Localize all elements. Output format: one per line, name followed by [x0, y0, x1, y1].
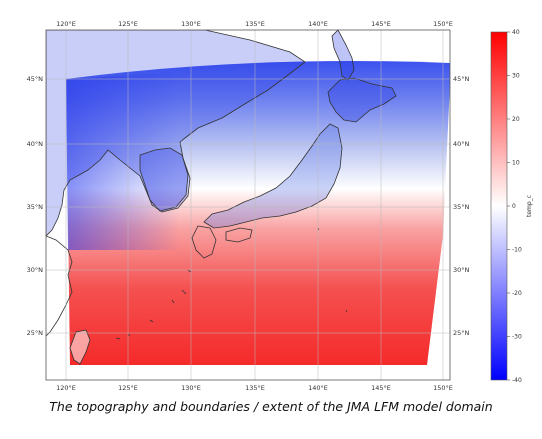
lon-label-top: 135°E [245, 20, 265, 28]
colorbar-tick-label: 10 [512, 160, 520, 167]
lat-label-left: 45°N [27, 75, 44, 83]
lon-label-top: 150°E [433, 20, 453, 28]
hokkaido-coastline [327, 77, 397, 123]
lon-label-bottom: 130°E [181, 384, 201, 392]
korea-coastline [139, 147, 189, 212]
lat-labels-right: 45°N 40°N 35°N 30°N 25°N [453, 75, 470, 337]
colorbar-ramp [490, 31, 508, 381]
lon-label-bottom: 120°E [56, 384, 76, 392]
lon-labels-bottom: 120°E 125°E 130°E 135°E 140°E 145°E 150°E [56, 384, 453, 392]
colorbar-tick-label: 40 [512, 29, 520, 36]
map-plot-area [46, 30, 450, 365]
lon-label-top: 125°E [118, 20, 138, 28]
colorbar-tick-label: -20 [512, 290, 522, 297]
lon-label-top: 130°E [181, 20, 201, 28]
sakhalin-coastline [331, 30, 355, 81]
lat-label-right: 35°N [453, 203, 470, 211]
colorbar-tick-label: 30 [512, 73, 520, 80]
colorbar-label: temp_c [526, 195, 533, 217]
lat-label-right: 25°N [453, 329, 470, 337]
map-frame [45, 29, 451, 381]
colorbar-tick-label: -30 [512, 334, 522, 341]
lat-label-left: 35°N [27, 203, 44, 211]
kyushu-coastline [191, 225, 217, 259]
lat-label-right: 30°N [453, 266, 470, 274]
taiwan-coastline [69, 329, 91, 365]
lon-label-bottom: 140°E [308, 384, 328, 392]
colorbar-tick-label: -40 [512, 377, 522, 384]
colorbar-ticks: 40 30 20 10 0 -10 -20 -30 -40 [507, 29, 522, 384]
colorbar-tick-label: 0 [512, 203, 516, 210]
gridlines [46, 30, 450, 380]
lon-label-bottom: 135°E [245, 384, 265, 392]
honshu-coastline [203, 123, 343, 229]
lon-label-bottom: 145°E [371, 384, 391, 392]
lon-labels-top: 120°E 125°E 130°E 135°E 140°E 145°E 150°E [56, 20, 453, 28]
china-coastline [46, 235, 73, 337]
lat-label-right: 40°N [453, 140, 470, 148]
lat-label-left: 25°N [27, 329, 44, 337]
colorbar: 40 30 20 10 0 -10 -20 -30 -40 temp_c [490, 29, 533, 384]
colorbar-tick-label: 20 [512, 116, 520, 123]
figure-caption: The topography and boundaries / extent o… [49, 399, 493, 414]
shikoku-coastline [225, 227, 253, 243]
model-domain-cold-west [66, 72, 180, 250]
lat-label-right: 45°N [453, 75, 470, 83]
lon-label-top: 145°E [371, 20, 391, 28]
lat-label-left: 30°N [27, 266, 44, 274]
continent-coastline [46, 30, 306, 237]
lon-label-bottom: 150°E [433, 384, 453, 392]
colorbar-tick-label: -10 [512, 247, 522, 254]
lat-label-left: 40°N [27, 140, 44, 148]
lat-labels-left: 45°N 40°N 35°N 30°N 25°N [27, 75, 44, 337]
lon-label-top: 140°E [308, 20, 328, 28]
lon-label-top: 120°E [56, 20, 76, 28]
lon-label-bottom: 125°E [118, 384, 138, 392]
